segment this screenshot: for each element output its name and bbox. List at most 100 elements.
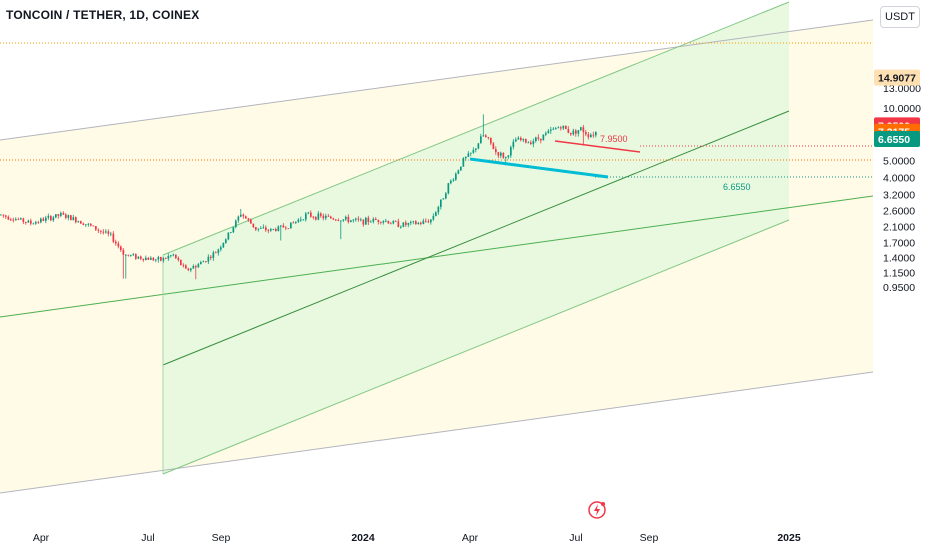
candle-body bbox=[492, 143, 495, 150]
support-trendline[interactable] bbox=[469, 157, 609, 179]
candle-body bbox=[135, 254, 137, 259]
candle-body bbox=[227, 232, 230, 240]
candle-body bbox=[475, 148, 477, 150]
candle-body bbox=[137, 256, 140, 259]
candle-body bbox=[527, 142, 530, 144]
candle-body bbox=[440, 199, 442, 207]
candle-body bbox=[327, 215, 330, 217]
candle-body bbox=[222, 242, 225, 248]
candle-body bbox=[162, 258, 165, 261]
candle-body bbox=[117, 243, 120, 247]
candle-body bbox=[60, 212, 62, 216]
candle-body bbox=[107, 231, 110, 234]
candle-body bbox=[415, 221, 417, 225]
candle-body bbox=[545, 133, 547, 135]
candle-body bbox=[487, 137, 490, 138]
candle-body bbox=[182, 265, 185, 266]
candle-body bbox=[350, 220, 352, 223]
price-tags: 14.90777.95007.31756.6550 bbox=[874, 69, 920, 147]
outer-channel-upper bbox=[0, 19, 874, 141]
candle-body bbox=[7, 216, 10, 220]
candle-body bbox=[75, 217, 77, 223]
candle-body bbox=[512, 141, 515, 147]
candle-body bbox=[80, 221, 82, 224]
candle-body bbox=[377, 219, 380, 222]
candle-body bbox=[587, 134, 590, 138]
candle-body bbox=[282, 225, 285, 228]
candle-body bbox=[447, 183, 450, 194]
time-tick-label: 2025 bbox=[777, 532, 801, 544]
candle-body bbox=[87, 223, 90, 225]
candle-body bbox=[510, 146, 512, 156]
candle-body bbox=[535, 137, 537, 142]
time-axis-ticks: Apr Jul Sep 2024 Apr Jul Sep 2025 bbox=[33, 532, 801, 544]
candle-body bbox=[320, 213, 322, 216]
time-axis[interactable] bbox=[0, 525, 873, 550]
candle-body bbox=[502, 152, 505, 158]
candle-body bbox=[90, 223, 92, 226]
candle-body bbox=[52, 217, 55, 221]
candle-body bbox=[460, 166, 462, 171]
price-tag-box bbox=[874, 69, 920, 86]
candle-body bbox=[465, 156, 467, 159]
annotation-support-label: 6.6550 bbox=[723, 182, 751, 192]
candle-body bbox=[325, 215, 327, 219]
candle-body bbox=[17, 219, 20, 221]
candle-body bbox=[457, 170, 460, 174]
price-tag-label: 6.6550 bbox=[878, 134, 910, 146]
candle-body bbox=[450, 180, 452, 184]
candle-body bbox=[77, 221, 80, 223]
candle-body bbox=[250, 219, 252, 224]
candle-body bbox=[195, 266, 197, 268]
candle-body bbox=[62, 212, 65, 215]
candle-body bbox=[367, 217, 370, 223]
candle-body bbox=[165, 258, 167, 259]
candle-body bbox=[390, 223, 392, 225]
candle-body bbox=[210, 256, 212, 258]
candle-body bbox=[352, 219, 355, 221]
candle-body bbox=[392, 220, 395, 224]
price-axis[interactable] bbox=[873, 0, 932, 525]
candle-body bbox=[370, 221, 372, 223]
candle-body bbox=[200, 262, 202, 265]
candle-body bbox=[30, 220, 32, 224]
candle-body bbox=[550, 129, 552, 131]
candle-body bbox=[102, 231, 105, 233]
candle-body bbox=[57, 214, 60, 216]
time-tick-label: Jul bbox=[569, 532, 582, 544]
price-tag-box bbox=[874, 130, 920, 147]
resistance-trendline[interactable] bbox=[554, 140, 641, 153]
tradingview-logo-icon[interactable] bbox=[587, 500, 607, 520]
currency-button[interactable]: USDT bbox=[880, 6, 920, 28]
candle-body bbox=[530, 142, 532, 145]
candle-body bbox=[205, 261, 207, 263]
candle-body bbox=[155, 259, 157, 261]
candle-body bbox=[185, 265, 187, 269]
candle-body bbox=[417, 222, 420, 225]
candle-body bbox=[95, 226, 97, 230]
candle-body bbox=[355, 218, 357, 220]
candle-body bbox=[337, 220, 340, 221]
candle-body bbox=[470, 152, 472, 154]
candle-body bbox=[572, 130, 575, 135]
candle-body bbox=[537, 137, 540, 139]
candle-body bbox=[490, 137, 492, 144]
candle-body bbox=[375, 218, 377, 220]
candle-body bbox=[257, 228, 260, 230]
candle-body bbox=[287, 228, 290, 230]
candle-body bbox=[562, 125, 565, 129]
candle-body bbox=[495, 149, 497, 153]
candle-body bbox=[295, 221, 297, 223]
candle-body bbox=[262, 227, 265, 229]
candle-body bbox=[132, 254, 135, 256]
candle-body bbox=[35, 222, 37, 224]
candle-body bbox=[112, 233, 115, 242]
candle-body bbox=[190, 268, 192, 271]
candle-body bbox=[70, 215, 72, 221]
price-tag-label: 14.9077 bbox=[878, 73, 916, 85]
candle-body bbox=[560, 127, 562, 129]
candle-body bbox=[422, 220, 425, 224]
candle-body bbox=[207, 256, 210, 262]
inner-channel-upper bbox=[162, 1, 790, 256]
